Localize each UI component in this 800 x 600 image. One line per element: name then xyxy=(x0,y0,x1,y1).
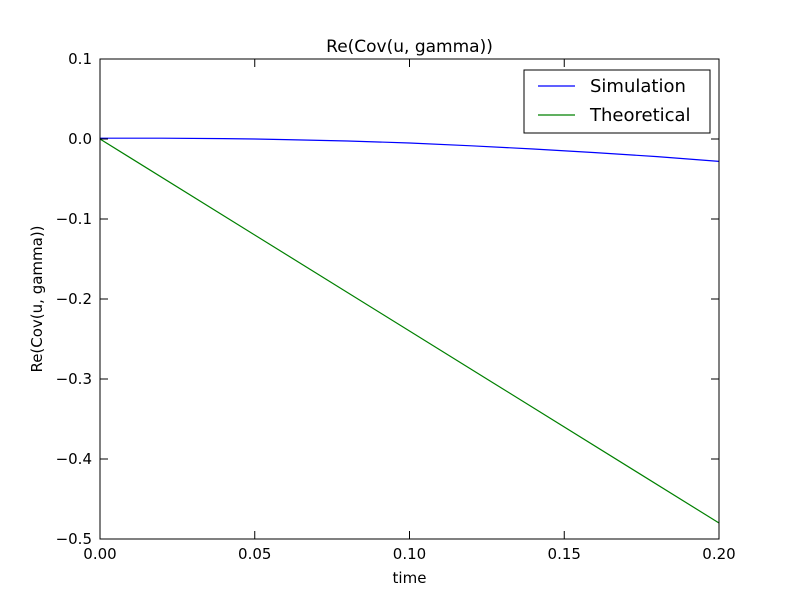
y-tick-label: −0.4 xyxy=(56,450,92,468)
y-tick-label: −0.1 xyxy=(56,210,92,228)
y-tick-label: −0.5 xyxy=(56,530,92,548)
y-tick-label: 0.0 xyxy=(68,130,92,148)
chart-title: Re(Cov(u, gamma)) xyxy=(326,37,493,57)
x-axis-label: time xyxy=(393,569,427,587)
legend: Simulation Theoretical xyxy=(523,69,711,134)
x-tick-label: 0.00 xyxy=(83,545,116,563)
legend-box xyxy=(523,69,711,134)
ticks-layer: 0.00 0.05 0.10 0.15 0.20 0.1 0.0 −0.1 −0.2 −0.3 −0… xyxy=(56,50,736,563)
legend-label-theoretical: Theoretical xyxy=(589,105,691,126)
y-tick-label: −0.2 xyxy=(56,290,92,308)
x-tick-label: 0.20 xyxy=(702,545,735,563)
x-tick-label: 0.05 xyxy=(238,545,271,563)
series-line-simulation xyxy=(100,137,720,162)
legend-label-simulation: Simulation xyxy=(590,76,686,97)
y-tick-label: 0.1 xyxy=(68,50,92,68)
y-tick-label: −0.3 xyxy=(56,370,92,388)
y-axis-label: Re(Cov(u, gamma)) xyxy=(28,225,46,372)
series-line-theoretical xyxy=(99,138,720,524)
series-layer xyxy=(99,137,720,524)
x-tick-label: 0.10 xyxy=(393,545,426,563)
x-tick-label: 0.15 xyxy=(548,545,581,563)
